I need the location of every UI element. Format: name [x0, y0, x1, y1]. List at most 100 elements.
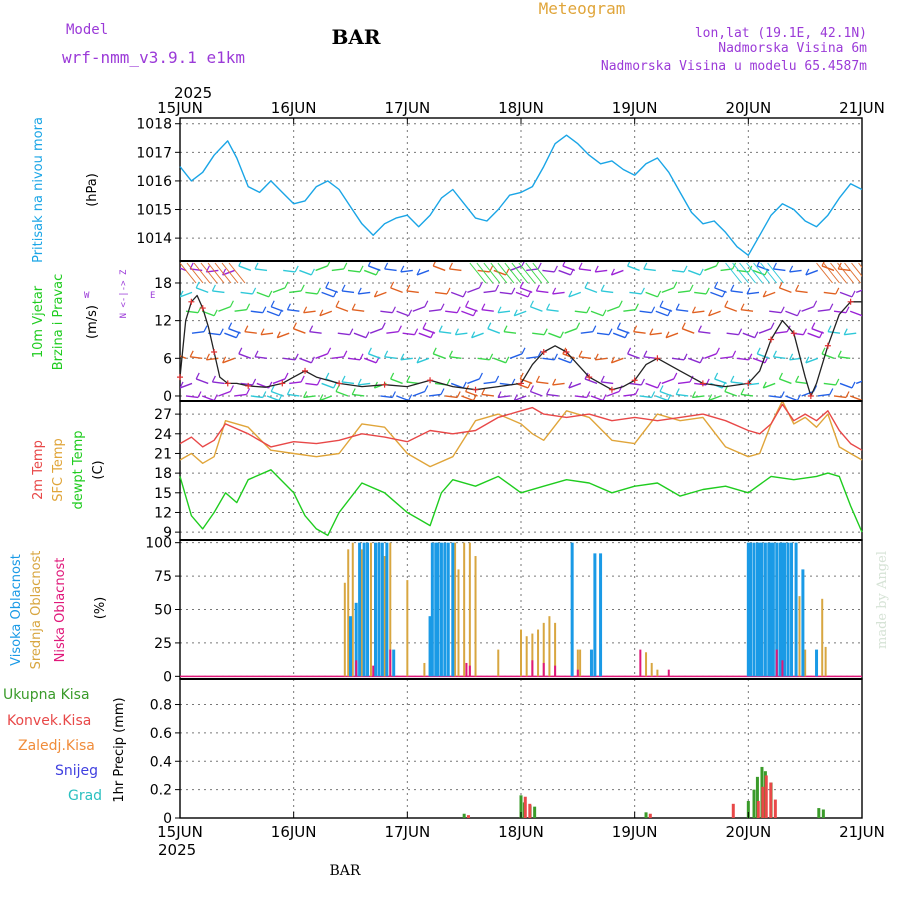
wind-hatch-2: [739, 262, 756, 284]
wind-barb-shaft: [568, 382, 582, 389]
wind-barb-shaft: [643, 268, 656, 272]
cloud-bar-1: [360, 549, 363, 677]
wind-barb-shaft: [195, 378, 209, 385]
cloud-bar-2: [639, 649, 642, 677]
wind-barb-flag: [513, 394, 518, 401]
wind-barb-flag: [367, 261, 372, 267]
wind-barb-shaft: [671, 269, 685, 273]
wind-barb-shaft: [839, 382, 853, 389]
wind-barb-shaft: [756, 353, 770, 359]
wind-barb-shaft: [687, 269, 701, 276]
cloud-bar-0: [380, 542, 384, 677]
wind-barb-shaft: [595, 357, 608, 361]
wind-hatch-3: [851, 262, 862, 277]
wind-barb-shaft: [515, 291, 529, 298]
cloud-bar-0: [436, 542, 440, 677]
wind-barb-shaft: [477, 357, 490, 361]
wind-barb-flag: [316, 378, 321, 386]
wind-barb-flag: [683, 353, 688, 361]
wind-barb-flag: [316, 287, 321, 295]
wind-barb-flag: [586, 391, 591, 398]
wind-speed-marker: [224, 380, 231, 387]
wind-barb-flag: [471, 331, 476, 338]
lonlat-label: lon,lat (19.1E, 42.1N): [695, 26, 867, 41]
cloud-bar-2: [542, 662, 545, 677]
wind-barb-shaft: [272, 378, 286, 385]
wind-barb-shaft: [509, 353, 523, 359]
wind-barb-flag: [503, 325, 508, 332]
cloud-bar-0: [767, 542, 771, 677]
wind-barb-shaft: [234, 393, 247, 397]
temp-ytick-label-2: 15: [154, 486, 172, 502]
wind-hatch-1: [525, 262, 543, 284]
wind-barb-shaft: [742, 332, 756, 339]
wind-barb-shaft: [714, 287, 727, 294]
wind-barb-flag: [448, 262, 453, 270]
wind-barb-shaft: [659, 306, 673, 312]
wind-barb-flag: [286, 388, 291, 395]
wind-barb-flag: [610, 268, 615, 276]
wind-speed-marker: [518, 380, 524, 387]
wind-barb-shaft: [775, 331, 788, 334]
wind-barb-shaft: [363, 357, 377, 364]
cloud-ytick-label-2: 50: [154, 603, 172, 619]
wind-barb-flag: [513, 309, 518, 316]
wind-speed-marker: [336, 380, 343, 387]
wind-barb-flag: [535, 284, 540, 292]
wind-barb-shaft: [250, 395, 263, 399]
wind-barb-shaft: [568, 291, 582, 298]
wind-barb-flag: [778, 281, 783, 289]
wind-barb-flag: [778, 372, 783, 380]
wind-barb-shaft: [483, 290, 496, 294]
wind-barb-shaft: [270, 306, 284, 312]
wind-barb-shaft: [740, 393, 754, 397]
wind-barb-flag: [303, 391, 308, 398]
wind-barb-shaft: [497, 395, 511, 399]
wind-barb-flag: [691, 306, 696, 313]
wind-barb-flag: [481, 388, 486, 395]
wind-barb-shaft: [358, 291, 371, 295]
cloud-bar-1: [454, 542, 457, 677]
cloud-bar-1: [423, 662, 426, 677]
wind-barb-flag: [732, 262, 737, 270]
wind-barb-shaft: [801, 306, 814, 312]
cloud-bar-1: [579, 649, 582, 677]
model-elevation-label: Nadmorska Visina u modelu 65.4587m: [601, 59, 867, 74]
cloud-bar-0: [755, 542, 759, 677]
wind-barb-shaft: [578, 268, 592, 272]
cloud-bar-0: [790, 542, 794, 677]
wind-barb-flag: [640, 378, 645, 386]
wind-barb-shaft: [639, 395, 652, 399]
wind-barb-shaft: [530, 390, 543, 397]
wind-barb-flag: [640, 287, 645, 295]
wind-hatch-0: [207, 262, 225, 284]
wind-barb-flag: [268, 381, 273, 389]
wind-barb-flag: [465, 300, 470, 307]
wind-barb-flag: [254, 350, 259, 358]
wind-barb-shaft: [611, 269, 624, 276]
wind-barb-flag: [602, 309, 607, 316]
wind-barb-flag: [673, 281, 678, 289]
wind-barb-shaft: [606, 306, 620, 312]
wind-barb-shaft: [823, 291, 836, 295]
wind-hatch-1: [469, 262, 487, 284]
wind-barb-shaft: [762, 291, 776, 298]
wind-barb-shaft: [519, 287, 533, 294]
wind-barb-flag: [416, 268, 421, 276]
wind-barb-flag: [795, 284, 800, 292]
temp-ylabel-1: 2m Temp: [31, 440, 46, 500]
cloud-bar-0: [385, 542, 389, 677]
wind-barb-shaft: [773, 268, 786, 272]
wind-barb-flag: [553, 265, 558, 273]
cloud-bar-2: [372, 665, 375, 677]
wind-barb-shaft: [445, 395, 458, 399]
wind-hatch-3: [816, 262, 833, 284]
wind-barb-shaft: [724, 390, 738, 397]
cloud-bar-2: [389, 649, 392, 677]
cloud-bar-0: [443, 542, 447, 677]
wind-barb-shaft: [578, 356, 592, 360]
wind-barb-flag: [260, 328, 265, 335]
wind-barb-flag: [796, 309, 801, 316]
wind-barb-shaft: [335, 306, 349, 312]
